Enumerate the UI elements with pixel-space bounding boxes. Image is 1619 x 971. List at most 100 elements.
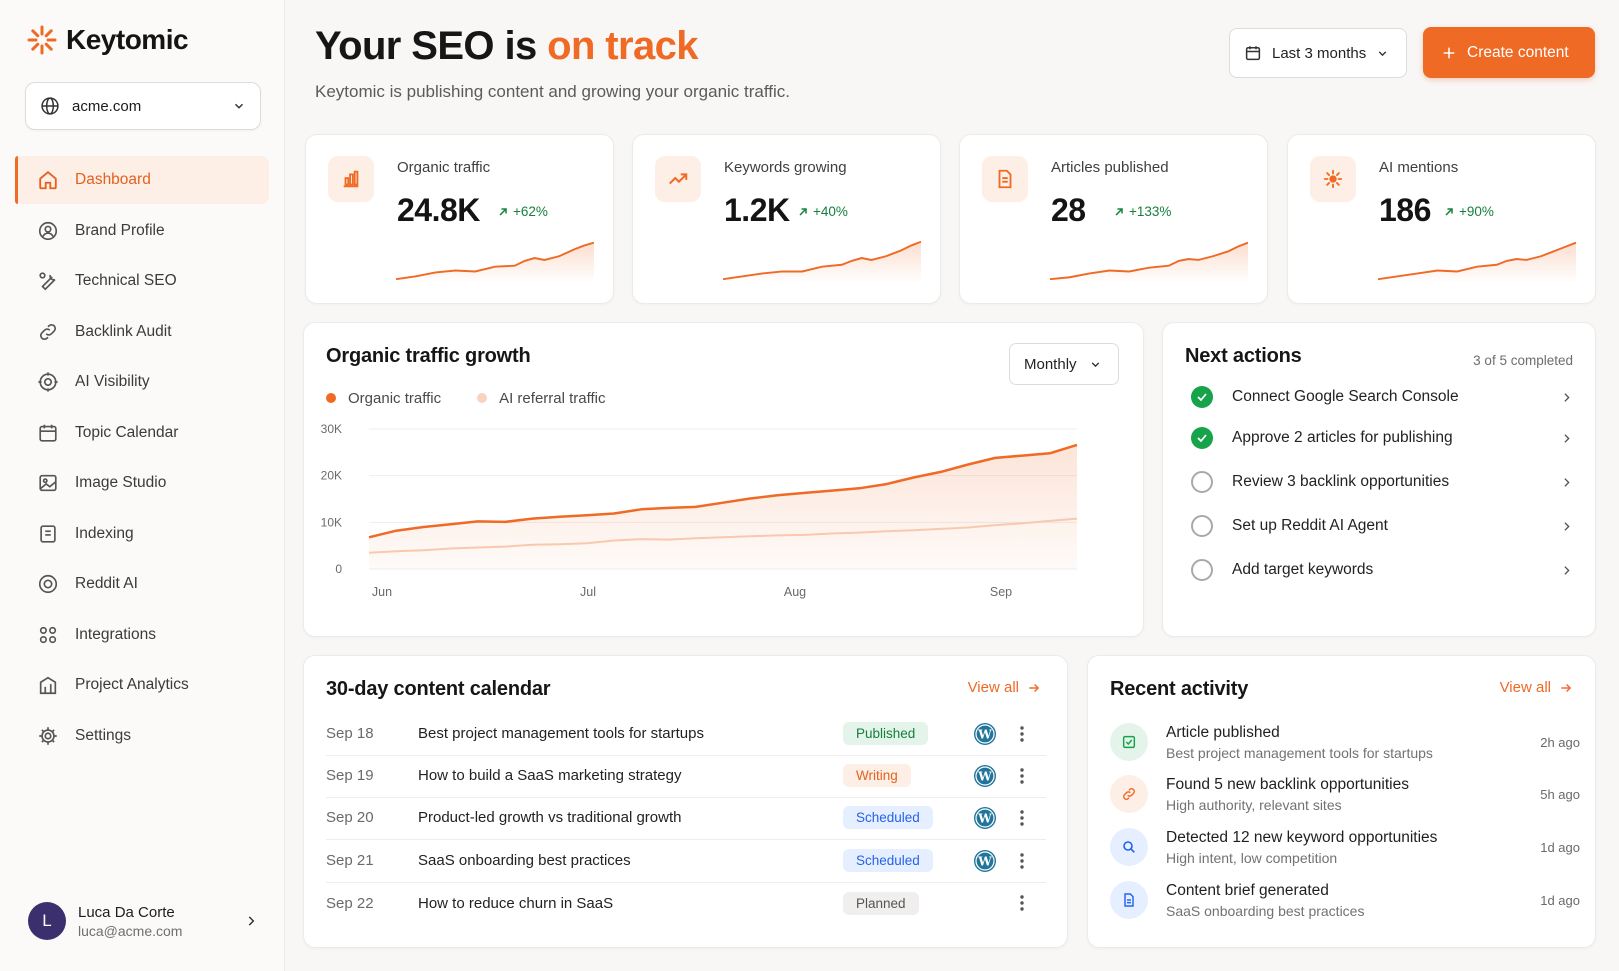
sparkline	[396, 241, 594, 283]
logo[interactable]: Keytomic	[26, 24, 189, 56]
sidebar-item-indexing[interactable]: Indexing	[15, 510, 269, 558]
next-actions-progress: 3 of 5 completed	[1473, 353, 1573, 368]
sidebar-item-label: Reddit AI	[75, 575, 138, 592]
action-item[interactable]: Connect Google Search Console	[1191, 382, 1573, 412]
user-profile[interactable]: L Luca Da Corte luca@acme.com	[28, 897, 258, 945]
x-tick-label: Jul	[580, 585, 596, 599]
chevron-right-icon	[1564, 565, 1570, 575]
period-selector[interactable]: Monthly	[1009, 343, 1119, 385]
more-options-button[interactable]	[1007, 767, 1037, 784]
status-badge: Scheduled	[843, 849, 933, 872]
arrow-right-icon	[1029, 683, 1040, 692]
activity-item[interactable]: Found 5 new backlink opportunities High …	[1110, 769, 1580, 819]
stat-delta: +90%	[1443, 204, 1494, 219]
calendar-article-title[interactable]: SaaS onboarding best practices	[418, 852, 631, 869]
legend-dot	[477, 393, 488, 403]
calendar-row[interactable]: Sep 21 SaaS onboarding best practices Sche…	[326, 839, 1046, 883]
sidebar-item-label: Brand Profile	[75, 221, 165, 239]
chart-title: Organic traffic growth	[326, 345, 531, 367]
activity-view-all-link[interactable]: View all	[1500, 679, 1573, 696]
x-tick-label: Aug	[784, 585, 806, 599]
trend-up-icon	[655, 156, 701, 202]
chevron-down-icon	[234, 103, 244, 109]
action-item[interactable]: Add target keywords	[1191, 555, 1573, 585]
activity-item[interactable]: Detected 12 new keyword opportunities Hi…	[1110, 822, 1580, 872]
action-item[interactable]: Set up Reddit AI Agent	[1191, 511, 1573, 541]
sidebar-item-image-studio[interactable]: Image Studio	[15, 459, 269, 507]
check-empty-icon[interactable]	[1191, 559, 1213, 581]
check-empty-icon[interactable]	[1191, 515, 1213, 537]
sidebar-item-integrations[interactable]: Integrations	[15, 611, 269, 659]
calendar-view-all-link[interactable]: View all	[968, 679, 1041, 696]
calendar-icon	[1245, 46, 1261, 61]
stat-delta-value: +62%	[513, 204, 548, 219]
sidebar-nav: Dashboard Brand Profile Technical SEO Ba…	[15, 156, 269, 762]
sidebar-item-dashboard[interactable]: Dashboard	[15, 156, 269, 204]
sidebar-item-ai-visibility[interactable]: AI Visibility	[15, 358, 269, 406]
sidebar-item-backlink-audit[interactable]: Backlink Audit	[15, 308, 269, 356]
sidebar-item-technical-seo[interactable]: Technical SEO	[15, 257, 269, 305]
calendar-article-title[interactable]: How to reduce churn in SaaS	[418, 894, 614, 912]
sidebar-item-brand-profile[interactable]: Brand Profile	[15, 207, 269, 255]
page-title-prefix: Your SEO is	[315, 24, 548, 68]
home-icon	[39, 171, 57, 190]
stat-card-organic-traffic[interactable]: Organic traffic 24.8K +62%	[305, 134, 614, 304]
action-item[interactable]: Approve 2 articles for publishing	[1191, 423, 1573, 453]
sparkle-icon	[1310, 156, 1356, 202]
action-item[interactable]: Review 3 backlink opportunities	[1191, 467, 1573, 497]
period-label: Monthly	[1024, 355, 1077, 373]
more-options-button[interactable]	[1007, 725, 1037, 742]
site-selector[interactable]: acme.com	[25, 82, 261, 130]
more-options-button[interactable]	[1007, 852, 1037, 869]
chevron-right-icon	[1564, 433, 1570, 443]
activity-time: 2h ago	[1540, 734, 1580, 750]
sidebar-item-label: Settings	[75, 726, 132, 744]
sidebar-item-label: Topic Calendar	[75, 423, 179, 441]
stat-label: Organic traffic	[397, 159, 491, 176]
stat-card-ai-mentions[interactable]: AI mentions 186 +90%	[1287, 134, 1596, 304]
sidebar-item-settings[interactable]: Settings	[15, 712, 269, 760]
sidebar-item-reddit-ai[interactable]: Reddit AI	[15, 560, 269, 608]
calendar-article-title[interactable]: Best project management tools for startu…	[418, 725, 704, 742]
image-icon	[39, 474, 57, 492]
check-done-icon[interactable]	[1191, 427, 1213, 449]
legend-item-organic[interactable]: Organic traffic	[326, 390, 441, 407]
chevron-right-icon	[1564, 521, 1570, 531]
calendar-date: Sep 18	[326, 725, 374, 742]
wordpress-icon: W	[974, 806, 996, 829]
date-range-selector[interactable]: Last 3 months	[1229, 28, 1407, 78]
activity-time: 5h ago	[1540, 786, 1580, 802]
create-content-label: Create content	[1467, 43, 1569, 61]
sidebar-item-project-analytics[interactable]: Project Analytics	[15, 661, 269, 709]
chevron-right-icon	[1564, 392, 1570, 402]
calendar-row[interactable]: Sep 18 Best project management tools for …	[326, 712, 1046, 756]
legend-item-ai-referral[interactable]: AI referral traffic	[477, 390, 606, 407]
create-content-button[interactable]: Create content	[1423, 27, 1595, 78]
calendar-row[interactable]: Sep 20 Product-led growth vs traditional …	[326, 796, 1046, 840]
arrow-up-right-icon	[799, 207, 807, 216]
activity-title-text: Content brief generated	[1166, 881, 1329, 899]
sidebar-item-topic-calendar[interactable]: Topic Calendar	[15, 409, 269, 457]
check-empty-icon[interactable]	[1191, 471, 1213, 493]
keytomic-logo-icon	[27, 25, 57, 55]
activity-subtitle: Best project management tools for startu…	[1166, 744, 1433, 761]
kebab-menu-icon	[1020, 895, 1024, 911]
calendar-row[interactable]: Sep 19 How to build a SaaS marketing stra…	[326, 754, 1046, 798]
calendar-article-title[interactable]: How to build a SaaS marketing strategy	[418, 767, 682, 784]
stat-card-articles-published[interactable]: Articles published 28 +133%	[959, 134, 1268, 304]
grid-icon	[39, 626, 57, 643]
more-options-button[interactable]	[1007, 895, 1037, 911]
plus-icon	[1443, 47, 1455, 58]
more-options-button[interactable]	[1007, 809, 1037, 826]
wrench-icon	[39, 272, 56, 291]
check-done-icon[interactable]	[1191, 386, 1213, 408]
wordpress-icon: W	[974, 722, 996, 745]
activity-item[interactable]: Content brief generated SaaS onboarding …	[1110, 875, 1580, 925]
calendar-article-title[interactable]: Product-led growth vs traditional growth	[418, 809, 682, 826]
calendar-row[interactable]: Sep 22 How to reduce churn in SaaS Planned	[326, 881, 1046, 925]
calendar-date: Sep 21	[326, 852, 374, 869]
stat-delta: +62%	[497, 204, 548, 219]
search-icon	[1110, 828, 1148, 866]
activity-item[interactable]: Article published Best project managemen…	[1110, 717, 1580, 767]
stat-card-keywords-growing[interactable]: Keywords growing 1.2K +40%	[632, 134, 941, 304]
